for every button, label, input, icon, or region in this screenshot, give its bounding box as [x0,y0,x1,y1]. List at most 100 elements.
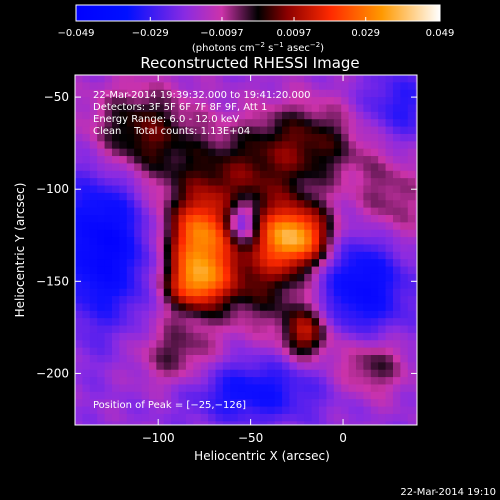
heatmap-cell [156,391,165,400]
heatmap-cell [245,215,254,223]
heatmap-cell [163,156,172,165]
heatmap-cell [148,303,157,312]
heatmap-cell [392,148,401,157]
heatmap-cell [252,340,261,349]
heatmap-cell [311,104,320,113]
heatmap-cell [274,222,283,231]
heatmap-cell [252,310,261,319]
heatmap-cell [245,251,254,260]
heatmap-cell [178,303,187,312]
heatmap-cell [355,377,364,386]
heatmap-cell [89,332,98,341]
heatmap-cell [171,111,180,120]
heatmap-cell [370,362,379,371]
heatmap-cell [363,192,372,201]
heatmap-cell [97,244,106,253]
heatmap-cell [363,369,372,378]
heatmap-cell [355,200,364,209]
heatmap-cell [341,273,350,282]
heatmap-cell [289,82,298,91]
heatmap-cell [282,163,291,172]
heatmap-cell [104,406,113,415]
heatmap-cell [185,325,194,334]
heatmap-cell [200,222,209,231]
heatmap-cell [156,97,165,106]
heatmap-cell [348,318,357,327]
heatmap-cell [296,111,305,120]
heatmap-cell [415,325,417,334]
heatmap-cell [289,362,298,371]
heatmap-cell [237,421,246,425]
heatmap-cell [141,207,150,216]
heatmap-cell [282,222,291,231]
heatmap-cell [141,377,150,386]
heatmap-cell [348,156,357,165]
heatmap-cell [134,413,143,422]
heatmap-cell [355,185,364,194]
heatmap-cell [348,377,357,386]
heatmap-cell [267,156,276,165]
heatmap-cell [333,192,342,201]
heatmap-cell [267,259,276,268]
heatmap-cell [400,399,409,408]
heatmap-cell [104,75,113,83]
heatmap-cell [267,200,276,209]
heatmap-cell [163,141,172,150]
heatmap-cell [259,340,268,349]
heatmap-cell [363,185,372,194]
heatmap-cell [163,296,172,305]
heatmap-cell [407,421,416,425]
heatmap-cell [252,192,261,201]
heatmap-cell [341,185,350,194]
heatmap-cell [111,377,120,386]
heatmap-cell [119,347,128,356]
heatmap-cell [163,340,172,349]
heatmap-cell [222,355,231,363]
heatmap-cell [215,310,224,319]
heatmap-cell [355,296,364,305]
heatmap-cell [385,119,394,128]
heatmap-cell [355,303,364,312]
heatmap-cell [296,369,305,378]
annotation-peak-position: Position of Peak = [−25,−126] [93,400,246,411]
heatmap-cell [222,296,231,305]
heatmap-cell [267,399,276,408]
heatmap-cell [111,207,120,216]
heatmap-cell [407,259,416,268]
heatmap-cell [104,303,113,312]
heatmap-cell [341,318,350,327]
heatmap-cell [208,229,217,238]
heatmap-cell [156,192,165,201]
heatmap-cell [185,111,194,120]
heatmap-cell [333,148,342,157]
heatmap-cell [304,384,313,393]
heatmap-cell [385,288,394,297]
heatmap-cell [222,273,231,282]
heatmap-cell [200,82,209,91]
heatmap-cell [378,75,387,83]
heatmap-cell [348,303,357,312]
heatmap-cell [311,215,320,223]
heatmap-cell [200,229,209,238]
heatmap-cell [237,244,246,253]
heatmap-cell [296,207,305,216]
heatmap-cell [215,200,224,209]
heatmap-cell [378,200,387,209]
heatmap-cell [185,421,194,425]
heatmap-cell [370,288,379,297]
heatmap-cell [392,104,401,113]
heatmap-cell [89,421,98,425]
heatmap-cell [326,406,335,415]
heatmap-cell [193,89,202,98]
heatmap-cell [208,111,217,120]
heatmap-cell [282,377,291,386]
heatmap-cell [89,303,98,312]
heatmap-cell [111,406,120,415]
heatmap-cell [171,273,180,282]
heatmap-cell [252,104,261,113]
heatmap-cell [237,259,246,268]
heatmap-cell [282,200,291,209]
heatmap-cell [392,192,401,201]
heatmap-cell [200,340,209,349]
heatmap-cell [289,97,298,106]
